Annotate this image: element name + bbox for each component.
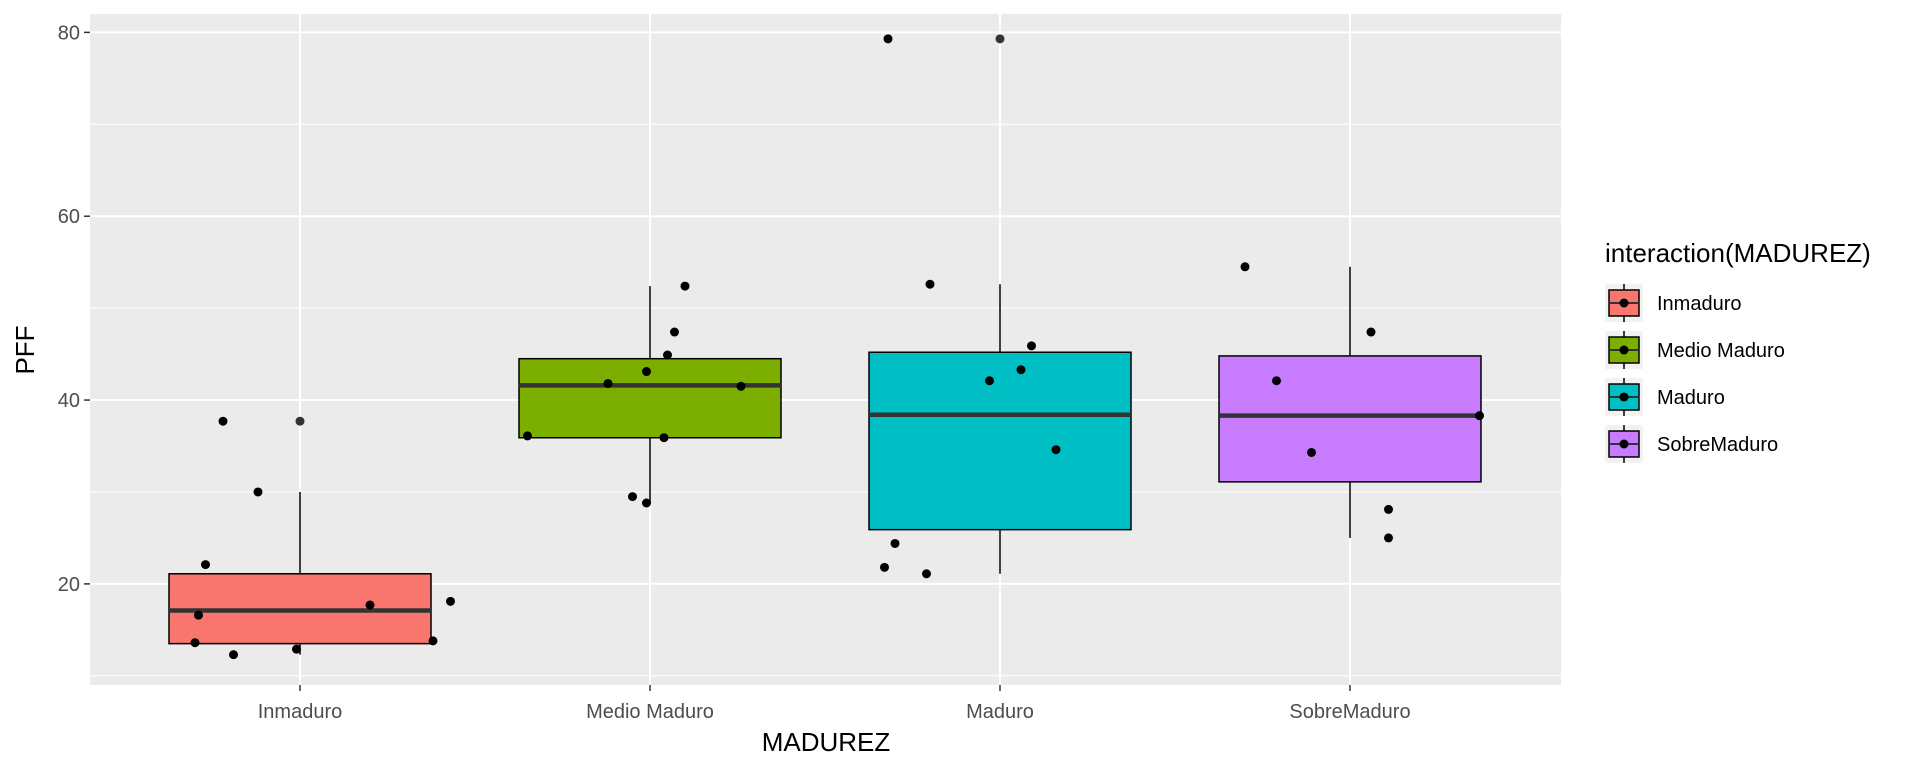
data-point [880,562,889,572]
data-point [670,327,679,337]
y-tick-label: 60 [58,206,80,228]
data-point [603,379,613,389]
legend-item: Inmaduro [1605,284,1742,322]
x-tick-label: SobreMaduro [1289,701,1410,723]
legend-key-point [1619,298,1629,308]
legend-key-point [1619,345,1629,355]
data-point [680,281,690,291]
box-inmaduro [168,416,432,655]
data-point [922,569,931,579]
legend: interaction(MADUREZ) Inmaduro Medio Madur… [1605,238,1871,463]
data-point [663,350,672,360]
data-point [1307,447,1316,457]
data-point [1272,376,1281,386]
boxes-layer [168,34,1482,655]
data-point [229,650,238,660]
data-point [365,600,375,610]
box-body [868,351,1132,531]
legend-label: SobreMaduro [1657,434,1778,456]
data-point [1366,327,1376,337]
legend-label: Inmaduro [1657,293,1742,315]
data-point [1384,504,1393,514]
data-point [1016,365,1026,375]
x-tick-label: Medio Maduro [586,701,714,723]
y-tick-label: 40 [58,390,80,412]
data-point [1240,262,1250,272]
legend-key-point [1619,439,1629,449]
legend-key-point [1619,392,1629,402]
data-point [218,416,228,426]
y-tick-label: 20 [58,574,80,596]
legend-item: SobreMaduro [1605,425,1778,463]
minor-gridlines [90,123,1561,677]
data-point [1027,341,1036,351]
x-tick-label: Inmaduro [258,701,343,723]
box-outlier [995,34,1005,44]
legend-label: Maduro [1657,387,1725,409]
data-point [1384,533,1393,543]
data-point [642,498,651,508]
data-point [642,367,651,377]
data-point [194,610,203,620]
data-point [1051,445,1061,455]
box-body [1218,355,1482,483]
box-outlier [295,416,305,426]
data-point [1475,411,1484,421]
data-point [201,560,210,570]
box-sobremaduro [1218,266,1482,538]
data-point [190,638,200,648]
data-point [883,34,893,44]
data-point [428,636,438,646]
data-point [659,433,669,443]
data-point [292,644,301,654]
legend-item: Medio Maduro [1605,331,1785,369]
y-axis-title: PFF [10,325,40,374]
data-point [253,487,263,497]
data-point [736,381,746,391]
data-point [628,492,637,502]
y-tick-label: 80 [58,22,80,44]
y-axis: 20 40 60 80 [58,22,90,596]
legend-label: Medio Maduro [1657,340,1785,362]
data-point [890,538,900,548]
data-point [925,279,935,289]
data-point [446,596,455,606]
legend-title: interaction(MADUREZ) [1605,238,1871,268]
x-tick-label: Maduro [966,701,1034,723]
legend-item: Maduro [1605,378,1725,416]
box-maduro [868,34,1132,574]
x-axis-title: MADUREZ [762,727,891,757]
data-point [523,431,532,441]
data-point [985,376,994,386]
x-axis: Inmaduro Medio Maduro Maduro SobreMaduro [258,685,1411,723]
points-layer [190,34,1484,660]
